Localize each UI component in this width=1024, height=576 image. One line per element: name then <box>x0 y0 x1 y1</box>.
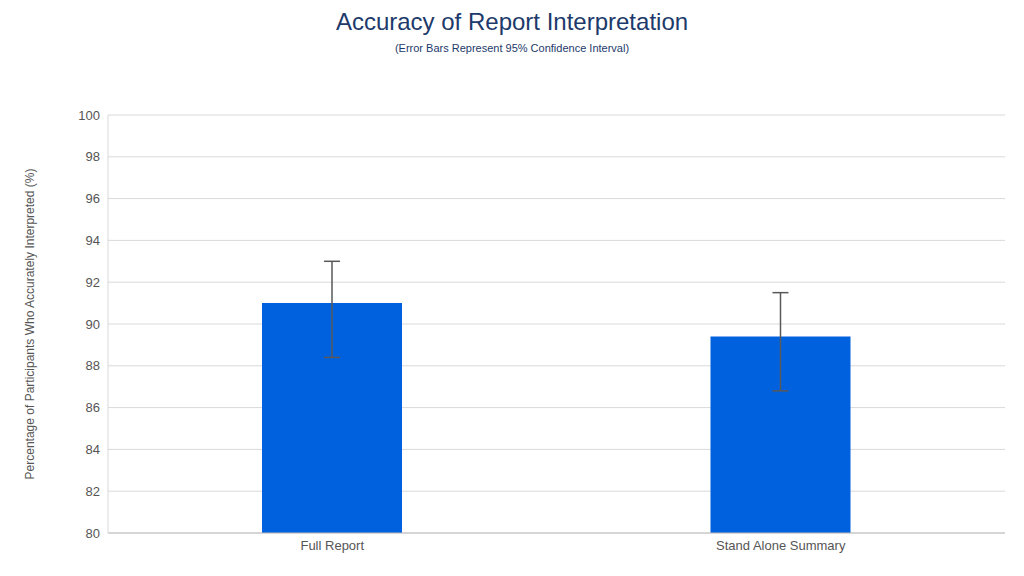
svg-text:88: 88 <box>86 358 100 373</box>
html-text:Accuracy of Report Interpretat: Accuracy of Report Interpretation <box>335 8 689 35</box>
svg-text:82: 82 <box>86 484 100 499</box>
svg-text:Stand Alone Summary: Stand Alone Summary <box>716 538 846 553</box>
svg-text:Percentage of Participants Who: Percentage of Participants Who Accuratel… <box>23 169 37 480</box>
svg-text:98: 98 <box>86 149 100 164</box>
svg-text:96: 96 <box>86 191 100 206</box>
html-text:(Error Bars Represent 95% Conf: (Error Bars Represent 95% Confidence Int… <box>394 42 630 54</box>
svg-text:100: 100 <box>78 108 100 123</box>
svg-text:90: 90 <box>86 317 100 332</box>
svg-text:80: 80 <box>86 526 100 541</box>
svg-text:94: 94 <box>86 233 100 248</box>
svg-text:92: 92 <box>86 275 100 290</box>
svg-text:Full Report: Full Report <box>300 538 364 553</box>
svg-text:84: 84 <box>86 442 100 457</box>
svg-text:86: 86 <box>86 400 100 415</box>
